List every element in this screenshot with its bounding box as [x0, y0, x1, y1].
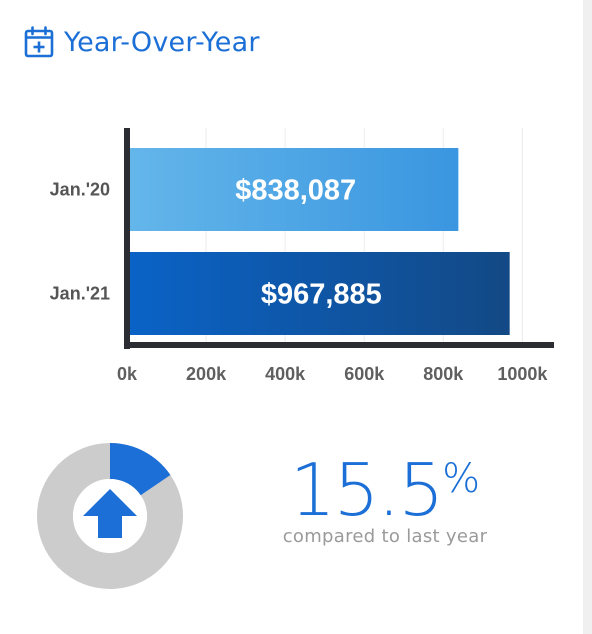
bar-data-label: $838,087 [235, 175, 356, 207]
x-tick-label: 800k [423, 364, 464, 384]
bar-0 [127, 148, 459, 231]
chart-bars: $838,087 $967,885 [127, 148, 510, 335]
x-tick-label: 1000k [497, 364, 548, 384]
y-category-label: Jan.'21 [50, 284, 110, 304]
donut-segment [110, 443, 171, 496]
bar-1 [127, 252, 510, 335]
x-tick-label: 200k [186, 364, 227, 384]
change-unit: % [442, 456, 481, 502]
x-tick-label: 600k [344, 364, 385, 384]
change-caption: compared to last year [282, 526, 488, 547]
change-value: 15.5 [289, 448, 444, 532]
panel-edge [583, 0, 592, 634]
chart-axes: 0k 200k 400k 600k 800k 1000k Jan.'20 Jan.'21 [50, 128, 554, 384]
y-category-label: Jan.'20 [50, 180, 110, 200]
change-percent: 15.5% [240, 448, 530, 532]
arrow-up-icon [83, 489, 137, 538]
card-title: Year-Over-Year [64, 26, 260, 58]
change-summary: 15.5% compared to last year [240, 448, 530, 547]
card-header: Year-Over-Year [24, 22, 260, 62]
bar-data-label: $967,885 [261, 279, 382, 311]
calendar-plus-icon [24, 26, 54, 58]
x-tick-label: 0k [117, 364, 138, 384]
change-donut [37, 443, 183, 589]
x-tick-label: 400k [265, 364, 306, 384]
